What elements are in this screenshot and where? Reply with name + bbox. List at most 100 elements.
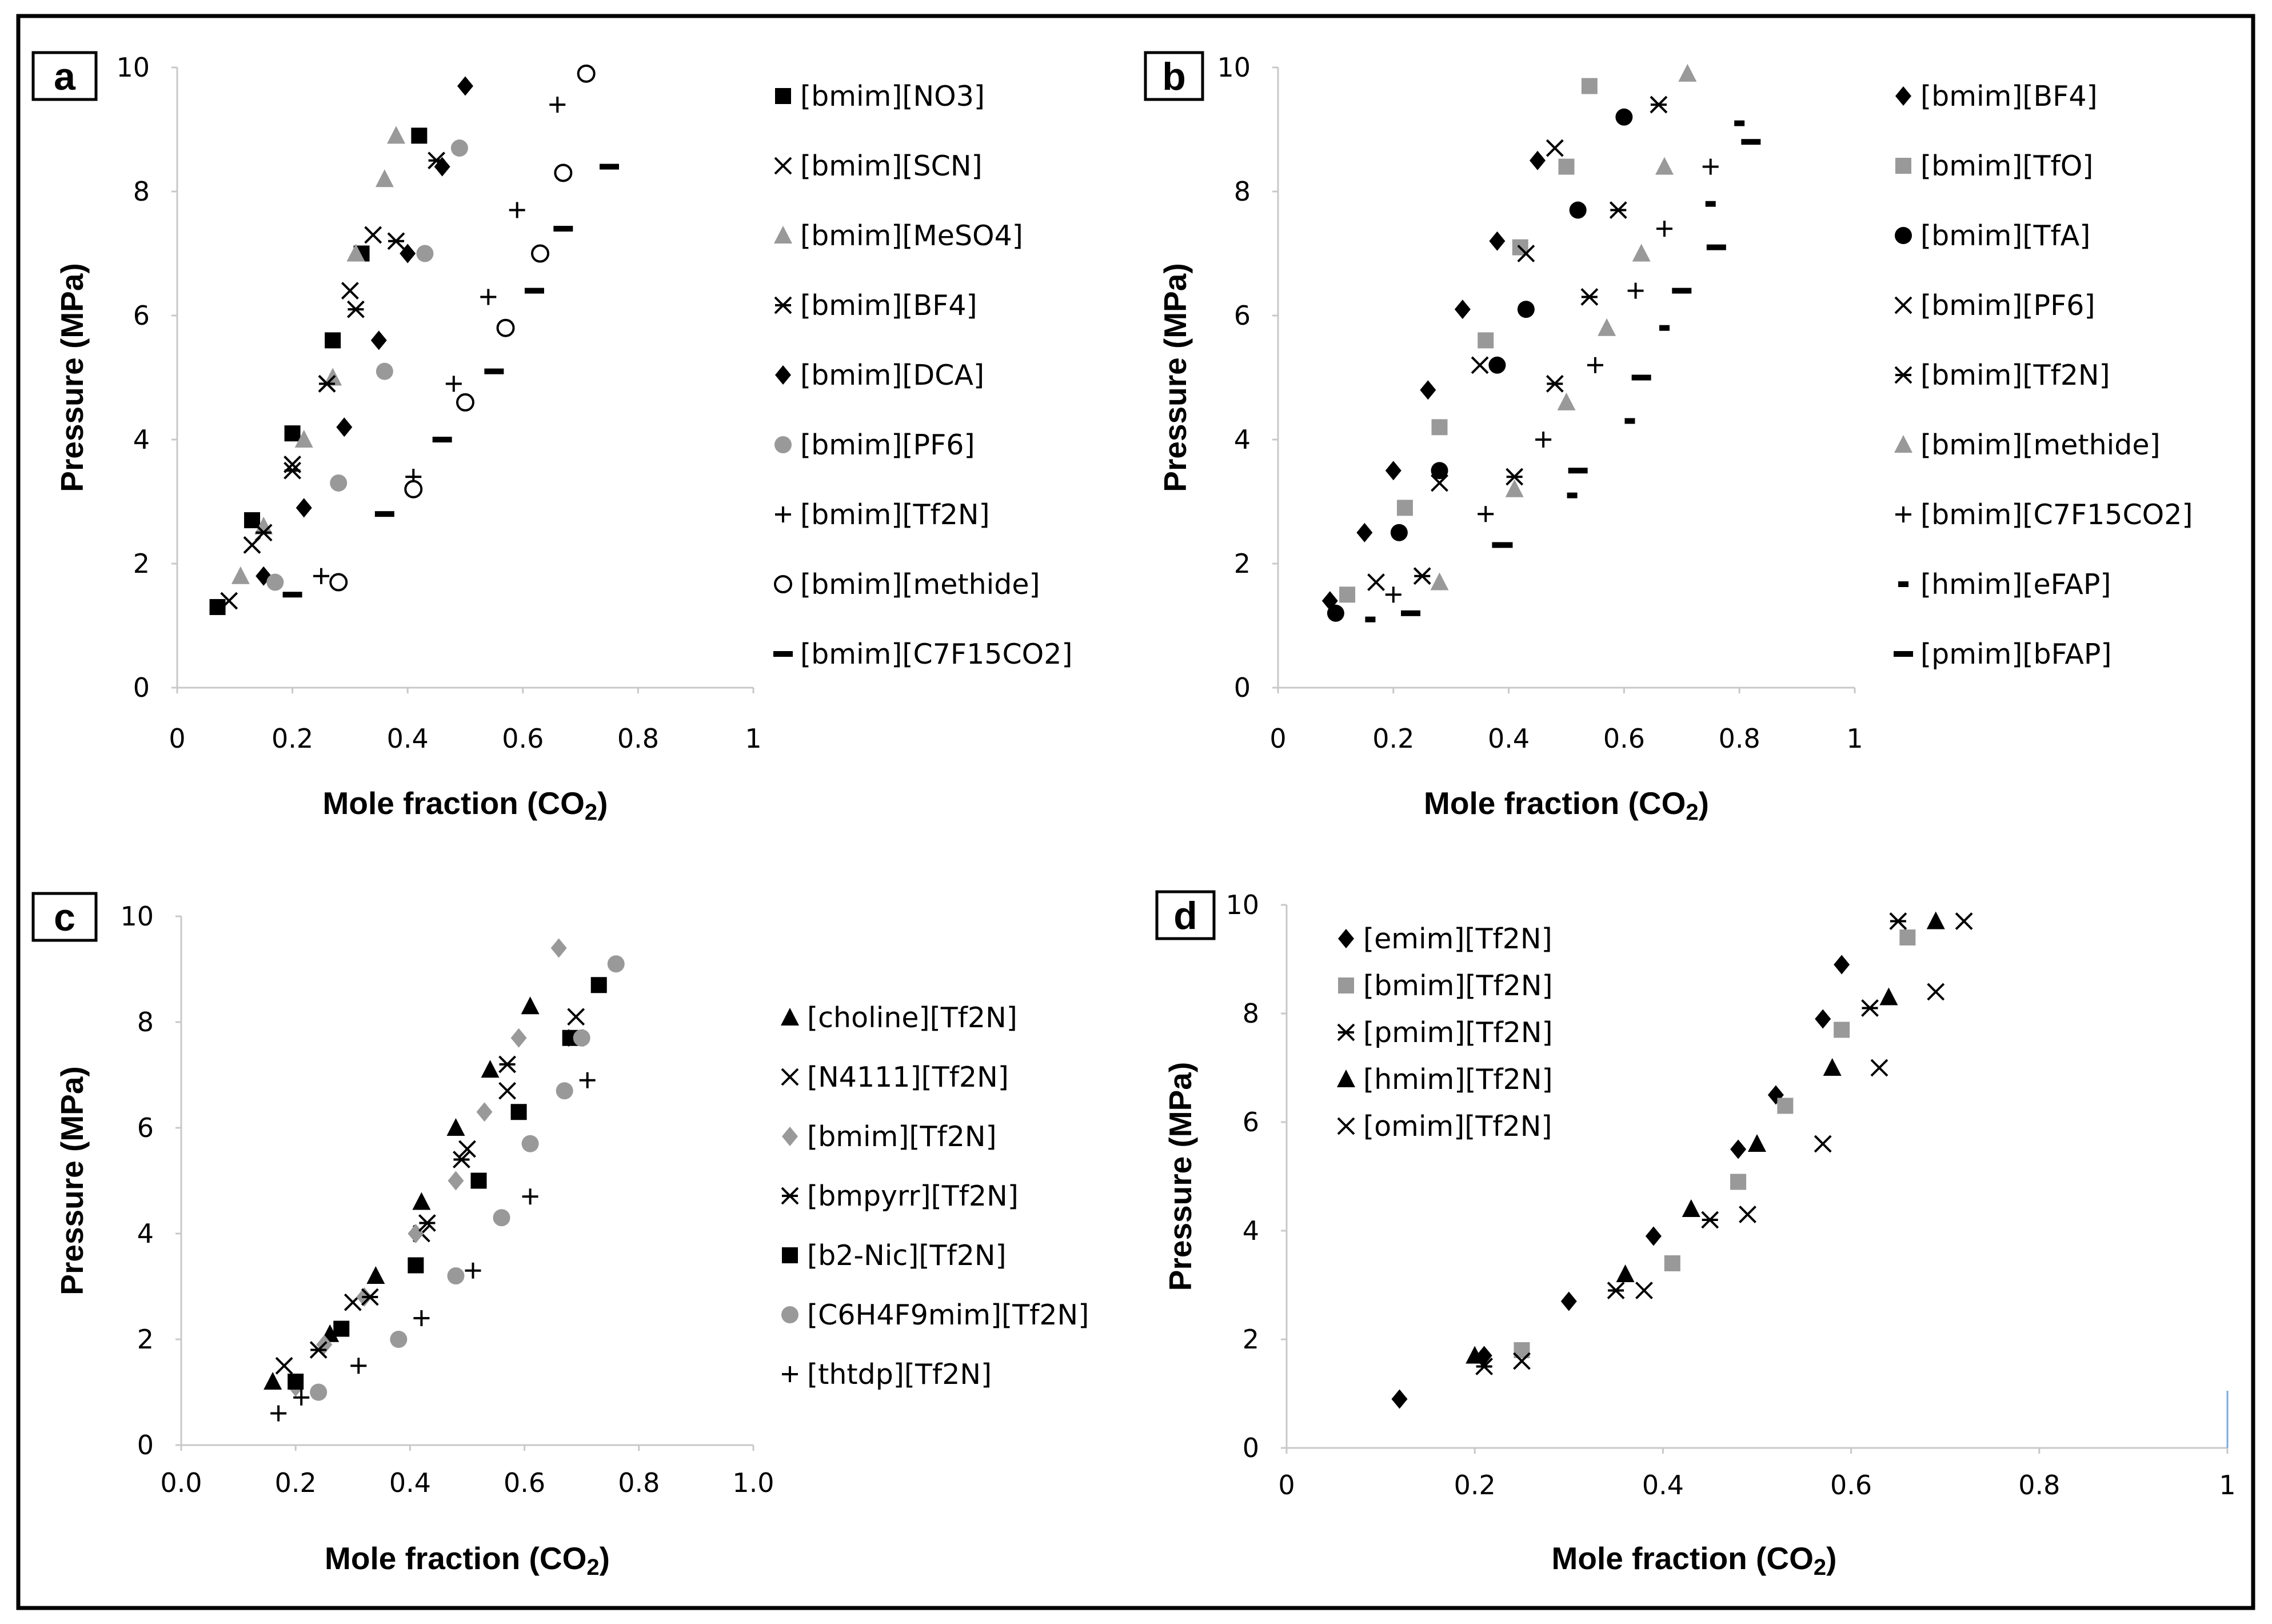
data-point bbox=[1678, 63, 1697, 82]
data-point bbox=[1557, 392, 1576, 410]
data-point bbox=[1466, 1346, 1484, 1364]
x-tick-label: 0.8 bbox=[1719, 723, 1760, 754]
data-point bbox=[1413, 567, 1431, 585]
data-point bbox=[231, 566, 250, 584]
data-point bbox=[1701, 1211, 1719, 1229]
x-tick-label: 1 bbox=[1846, 723, 1863, 754]
legend-entry: [bmim][TfO] bbox=[1920, 150, 2093, 182]
data-point bbox=[390, 1331, 408, 1348]
data-point bbox=[1560, 1291, 1577, 1311]
data-point bbox=[310, 1383, 328, 1401]
data-point bbox=[480, 289, 497, 305]
y-tick-label: 6 bbox=[137, 1112, 154, 1143]
data-point bbox=[1741, 139, 1761, 145]
data-point bbox=[1431, 462, 1448, 480]
legend-marker bbox=[775, 506, 791, 522]
legend-marker bbox=[774, 157, 792, 175]
x-tick-label: 0.2 bbox=[271, 723, 313, 754]
data-point bbox=[408, 1257, 424, 1274]
data-point bbox=[1616, 1264, 1635, 1282]
series-group bbox=[255, 76, 473, 586]
legend-entry: [thtdp][Tf2N] bbox=[807, 1358, 992, 1391]
y-tick-label: 8 bbox=[1234, 176, 1251, 207]
legend-marker bbox=[782, 1366, 798, 1382]
legend-marker bbox=[774, 575, 792, 593]
legend-marker bbox=[1895, 506, 1911, 522]
legend-entry: [emim][Tf2N] bbox=[1363, 923, 1552, 955]
data-point bbox=[510, 1028, 527, 1048]
data-point bbox=[1517, 301, 1535, 318]
series-group bbox=[310, 955, 625, 1401]
data-point bbox=[1454, 300, 1471, 320]
data-point bbox=[465, 1262, 481, 1279]
series-group bbox=[1466, 911, 1945, 1364]
legend-marker bbox=[781, 1008, 799, 1026]
data-point bbox=[1777, 1098, 1794, 1114]
series-group bbox=[270, 1072, 596, 1422]
x-tick-label: 0.4 bbox=[387, 723, 429, 754]
data-point bbox=[1478, 332, 1494, 349]
legend-entry: [bmim][PF6] bbox=[800, 429, 975, 461]
legend: [emim][Tf2N] [bmim][Tf2N] [pmim][Tf2N] [hmi… bbox=[1337, 923, 1553, 1143]
data-point bbox=[510, 1104, 527, 1120]
data-point bbox=[1659, 325, 1670, 331]
legend-entry: [bmim][Tf2N] bbox=[807, 1120, 997, 1153]
y-axis-label: Pressure (MPa) bbox=[54, 1066, 90, 1295]
data-point bbox=[220, 592, 238, 610]
legend-marker bbox=[1894, 651, 1913, 657]
legend-entry: [bmim][MeSO4] bbox=[800, 220, 1023, 252]
data-point bbox=[254, 516, 273, 534]
data-point bbox=[567, 1008, 585, 1026]
legend: [choline][Tf2N] [N4111][Tf2N] [bmim][Tf2N]… bbox=[781, 1001, 1089, 1391]
y-tick-label: 0 bbox=[1243, 1433, 1259, 1463]
legend-entry: [bmim][Tf2N] bbox=[800, 498, 990, 531]
legend-marker bbox=[774, 226, 792, 244]
data-point bbox=[1581, 78, 1598, 94]
data-point bbox=[1505, 479, 1524, 497]
y-tick-label: 8 bbox=[133, 176, 150, 207]
data-point bbox=[1567, 492, 1578, 498]
y-tick-label: 4 bbox=[1234, 424, 1251, 455]
legend-entry: [choline][Tf2N] bbox=[807, 1001, 1017, 1034]
data-point bbox=[400, 244, 416, 264]
data-point bbox=[521, 996, 540, 1015]
series-group bbox=[1475, 912, 1907, 1375]
data-point bbox=[1734, 120, 1745, 126]
data-point bbox=[1748, 1134, 1766, 1152]
data-point bbox=[1327, 604, 1344, 622]
data-point bbox=[1615, 108, 1633, 126]
data-point bbox=[1899, 929, 1916, 945]
data-point bbox=[336, 417, 353, 437]
data-point bbox=[1926, 911, 1945, 929]
data-point bbox=[284, 425, 301, 442]
data-point bbox=[1927, 983, 1945, 1001]
data-point bbox=[434, 157, 450, 177]
legend-entry: [bmim][TfA] bbox=[1920, 220, 2090, 252]
y-tick-label: 4 bbox=[1243, 1215, 1259, 1246]
data-point bbox=[457, 76, 473, 96]
legend-entry: [hmim][eFAP] bbox=[1920, 568, 2111, 601]
data-point bbox=[1580, 288, 1599, 306]
legend-entry: [bmim][methide] bbox=[800, 568, 1040, 601]
y-tick-label: 8 bbox=[137, 1007, 154, 1038]
data-point bbox=[1627, 282, 1644, 299]
legend-marker bbox=[1894, 435, 1912, 453]
data-point bbox=[1385, 461, 1401, 481]
panel-label: d bbox=[1173, 894, 1197, 937]
x-tick-label: 0.4 bbox=[1642, 1470, 1684, 1501]
data-point bbox=[1706, 244, 1726, 250]
series-group bbox=[1367, 139, 1564, 591]
data-point bbox=[1391, 1389, 1408, 1409]
panel-label: c bbox=[54, 896, 75, 939]
legend-marker bbox=[1337, 1070, 1355, 1087]
y-tick-label: 0 bbox=[137, 1430, 154, 1461]
data-point bbox=[1488, 356, 1506, 374]
x-tick-label: 0.2 bbox=[1454, 1470, 1496, 1501]
data-point bbox=[418, 1214, 436, 1232]
legend-entry: [omim][Tf2N] bbox=[1363, 1110, 1552, 1143]
legend-entry: [b2-Nic][Tf2N] bbox=[807, 1239, 1007, 1272]
x-tick-label: 0.8 bbox=[618, 1467, 660, 1498]
data-point bbox=[1517, 245, 1535, 262]
data-point bbox=[447, 1267, 465, 1284]
data-point bbox=[413, 1310, 430, 1326]
